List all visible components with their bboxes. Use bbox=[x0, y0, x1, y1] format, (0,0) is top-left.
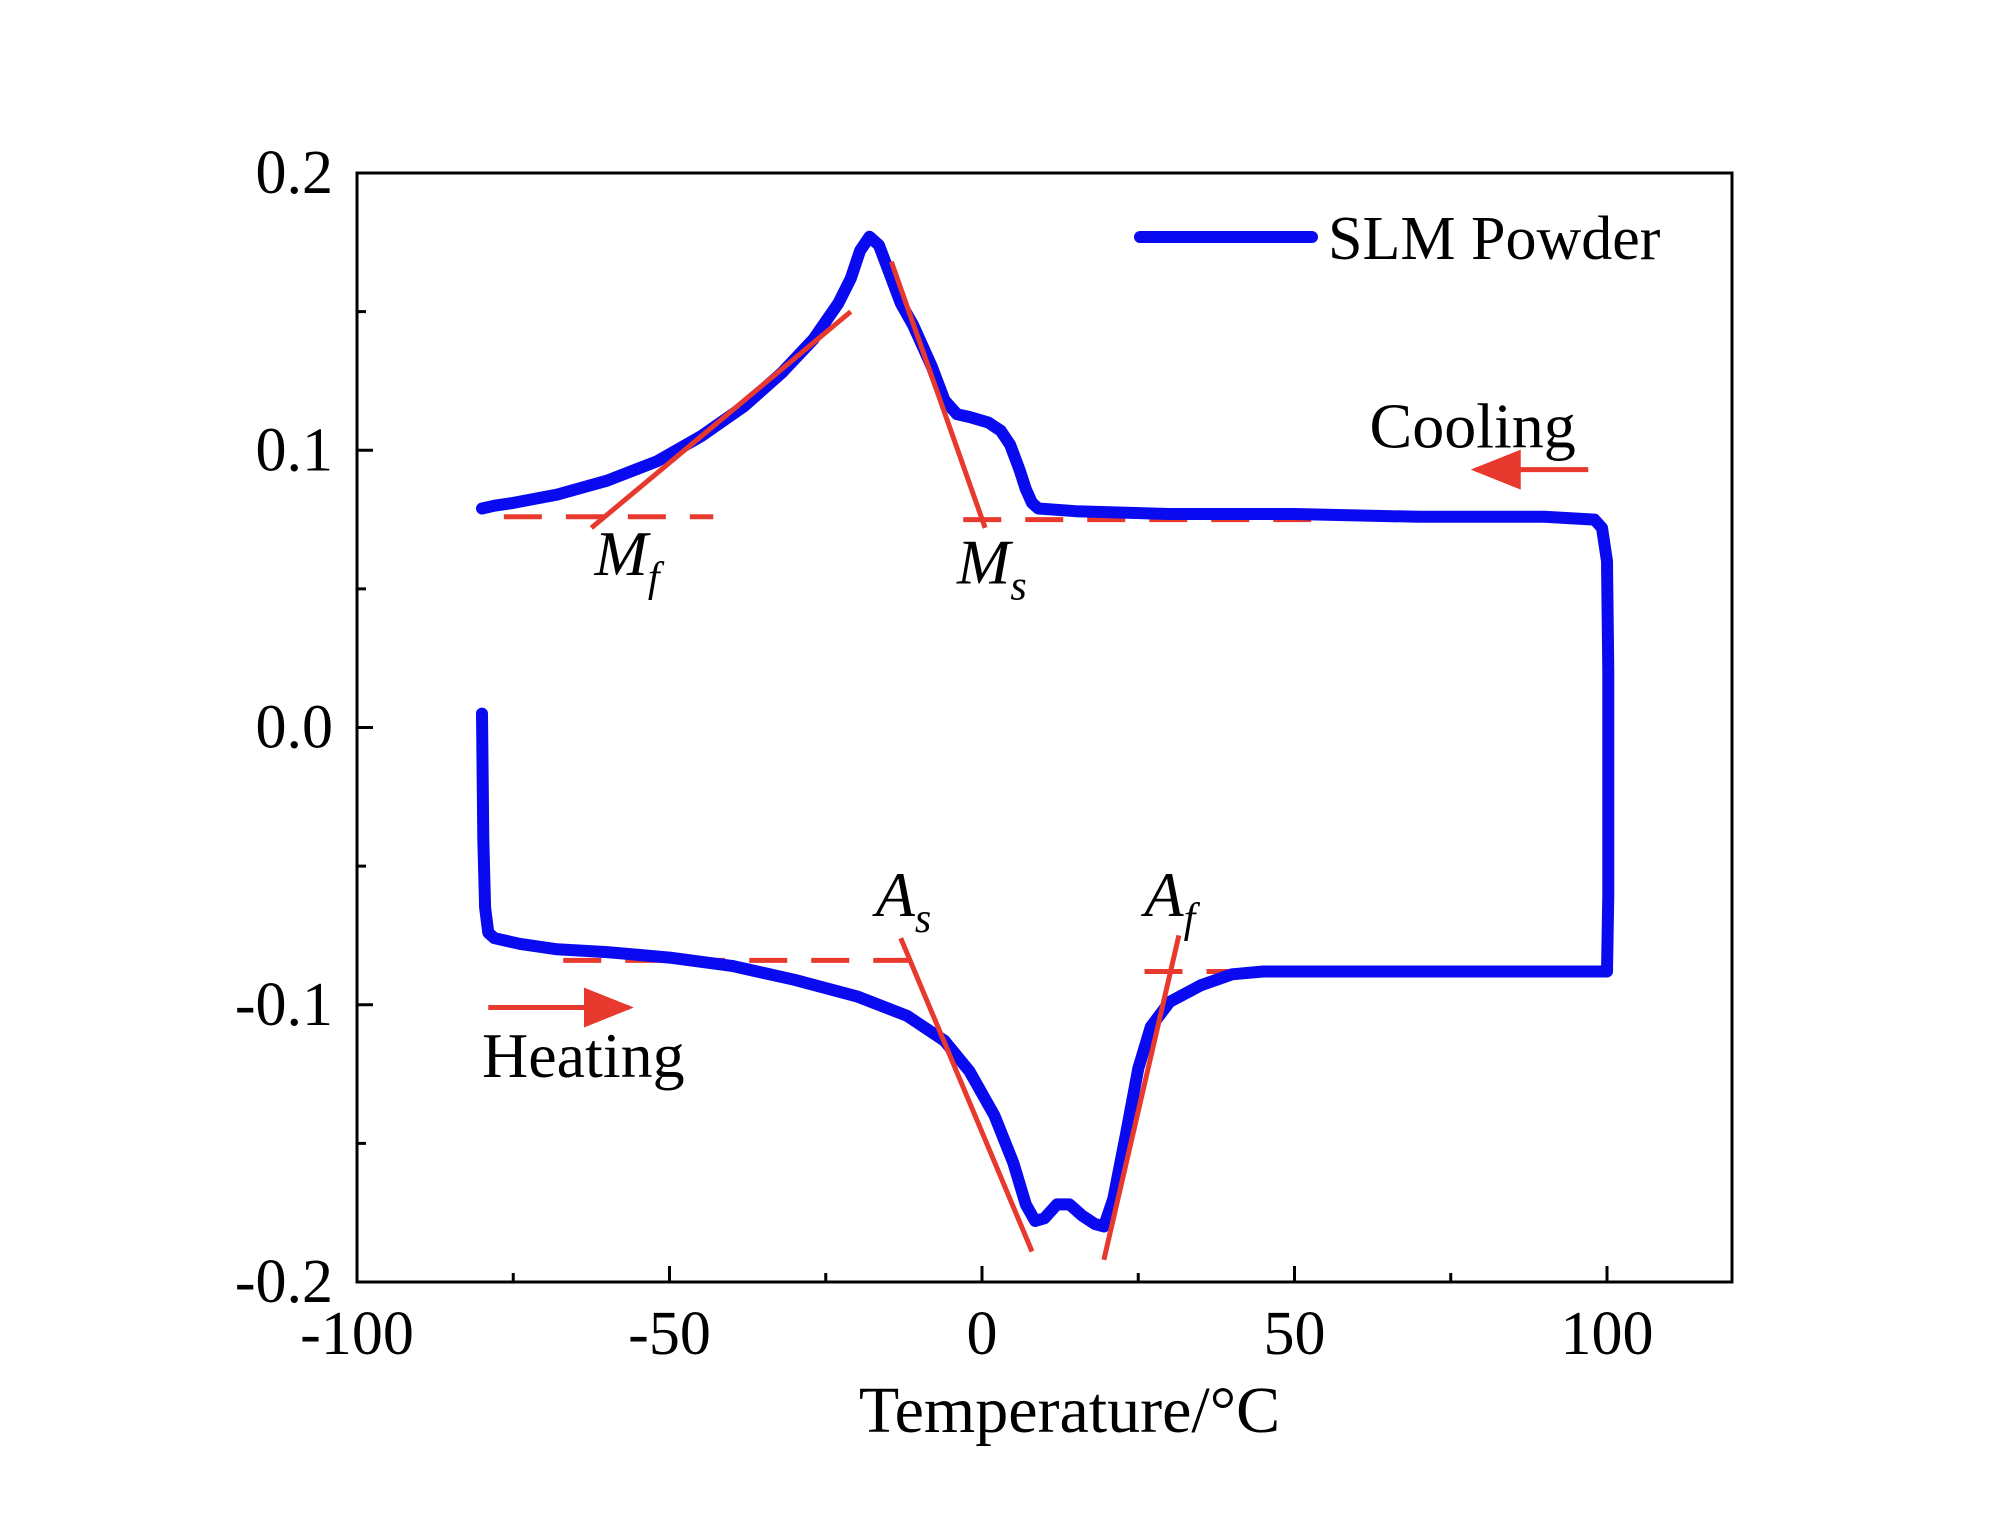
marker-subscript: f bbox=[648, 555, 665, 601]
text-layer: -100 -50 0 50 100 -0.2 -0.1 0.0 0.1 0.2 Temperatur… bbox=[235, 139, 1661, 1447]
y-tick-label: 0.1 bbox=[256, 416, 334, 484]
plot-frame-layer bbox=[355, 171, 1734, 1284]
x-tick-label: 50 bbox=[1264, 1300, 1326, 1368]
x-tick-label: 0 bbox=[967, 1300, 998, 1368]
marker-subscript: s bbox=[915, 896, 931, 942]
series-line-slm-powder bbox=[476, 230, 1615, 1233]
marker-letter: A bbox=[1141, 859, 1185, 930]
y-tick-label: -0.2 bbox=[235, 1248, 333, 1316]
Ms-tangent bbox=[889, 260, 988, 529]
marker-af: Af bbox=[1141, 859, 1201, 942]
x-tick-label: 100 bbox=[1561, 1300, 1654, 1368]
marker-as: As bbox=[872, 859, 931, 942]
x-tick-label: -100 bbox=[300, 1300, 414, 1368]
Af-tangent bbox=[1101, 934, 1182, 1261]
y-tick-label: 0.0 bbox=[256, 694, 334, 762]
marker-letter: M bbox=[594, 518, 652, 589]
y-tick-label: 0.2 bbox=[256, 139, 334, 207]
y-tick-label: -0.1 bbox=[235, 971, 333, 1039]
marker-mf: Mf bbox=[594, 518, 665, 601]
x-axis-title: Temperature/°C bbox=[859, 1374, 1280, 1447]
As-tangent bbox=[898, 937, 1035, 1253]
Mf-tangent bbox=[589, 309, 853, 530]
marker-ms: Ms bbox=[956, 526, 1027, 609]
heating-label: Heating bbox=[482, 1020, 685, 1091]
legend-label: SLM Powder bbox=[1328, 205, 1661, 273]
marker-letter: A bbox=[872, 859, 916, 930]
plot-frame bbox=[355, 171, 1734, 1284]
marker-letter: M bbox=[956, 526, 1014, 597]
cooling-label: Cooling bbox=[1370, 390, 1576, 461]
marker-subscript: s bbox=[1010, 563, 1026, 609]
marker-subscript: f bbox=[1184, 896, 1201, 942]
series-layer bbox=[476, 230, 1615, 1261]
x-tick-label: -50 bbox=[628, 1300, 711, 1368]
